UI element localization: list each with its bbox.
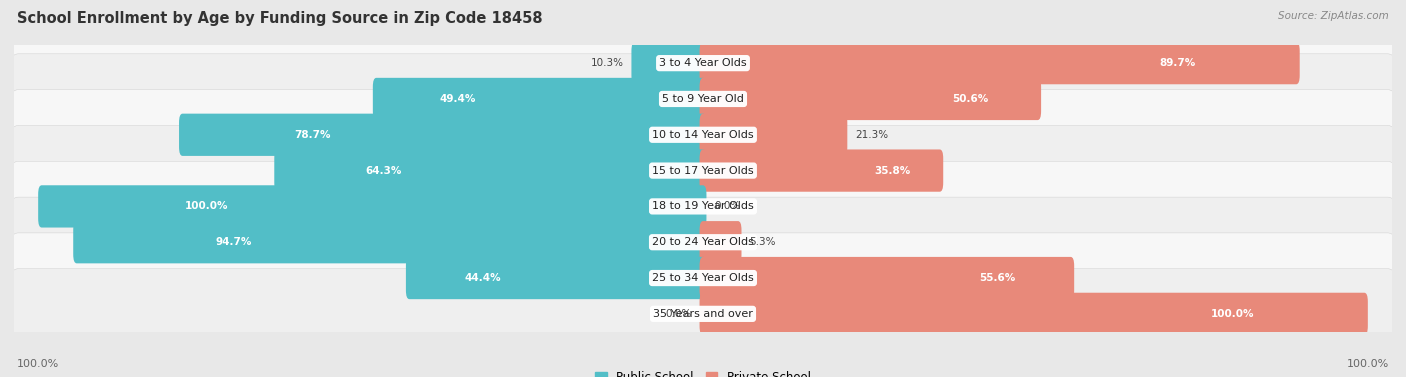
Text: 35 Years and over: 35 Years and over: [652, 309, 754, 319]
FancyBboxPatch shape: [700, 149, 943, 192]
Text: School Enrollment by Age by Funding Source in Zip Code 18458: School Enrollment by Age by Funding Sour…: [17, 11, 543, 26]
FancyBboxPatch shape: [406, 257, 706, 299]
Text: 20 to 24 Year Olds: 20 to 24 Year Olds: [652, 237, 754, 247]
Text: 49.4%: 49.4%: [440, 94, 477, 104]
Text: 15 to 17 Year Olds: 15 to 17 Year Olds: [652, 166, 754, 176]
Text: 21.3%: 21.3%: [855, 130, 889, 140]
Text: 10 to 14 Year Olds: 10 to 14 Year Olds: [652, 130, 754, 140]
Text: 100.0%: 100.0%: [186, 201, 229, 211]
FancyBboxPatch shape: [274, 149, 706, 192]
FancyBboxPatch shape: [7, 269, 1399, 359]
Text: 50.6%: 50.6%: [953, 94, 988, 104]
Text: 100.0%: 100.0%: [1211, 309, 1254, 319]
FancyBboxPatch shape: [7, 197, 1399, 287]
FancyBboxPatch shape: [373, 78, 706, 120]
FancyBboxPatch shape: [700, 257, 1074, 299]
Text: Source: ZipAtlas.com: Source: ZipAtlas.com: [1278, 11, 1389, 21]
FancyBboxPatch shape: [700, 78, 1040, 120]
FancyBboxPatch shape: [7, 18, 1399, 108]
FancyBboxPatch shape: [7, 161, 1399, 251]
Text: 3 to 4 Year Olds: 3 to 4 Year Olds: [659, 58, 747, 68]
FancyBboxPatch shape: [7, 54, 1399, 144]
Text: 100.0%: 100.0%: [17, 359, 59, 369]
FancyBboxPatch shape: [73, 221, 706, 264]
Text: 44.4%: 44.4%: [464, 273, 501, 283]
Text: 18 to 19 Year Olds: 18 to 19 Year Olds: [652, 201, 754, 211]
Text: 64.3%: 64.3%: [366, 166, 402, 176]
Text: 89.7%: 89.7%: [1160, 58, 1195, 68]
FancyBboxPatch shape: [7, 90, 1399, 180]
FancyBboxPatch shape: [7, 233, 1399, 323]
Text: 35.8%: 35.8%: [875, 166, 911, 176]
FancyBboxPatch shape: [700, 293, 1368, 335]
FancyBboxPatch shape: [631, 42, 706, 84]
FancyBboxPatch shape: [700, 113, 848, 156]
FancyBboxPatch shape: [700, 42, 1299, 84]
FancyBboxPatch shape: [38, 185, 706, 228]
Text: 25 to 34 Year Olds: 25 to 34 Year Olds: [652, 273, 754, 283]
Text: 78.7%: 78.7%: [294, 130, 330, 140]
Text: 5.3%: 5.3%: [749, 237, 776, 247]
Legend: Public School, Private School: Public School, Private School: [591, 366, 815, 377]
Text: 0.0%: 0.0%: [665, 309, 692, 319]
FancyBboxPatch shape: [700, 221, 741, 264]
Text: 5 to 9 Year Old: 5 to 9 Year Old: [662, 94, 744, 104]
Text: 55.6%: 55.6%: [979, 273, 1015, 283]
FancyBboxPatch shape: [179, 113, 706, 156]
Text: 10.3%: 10.3%: [591, 58, 624, 68]
Text: 94.7%: 94.7%: [215, 237, 252, 247]
Text: 100.0%: 100.0%: [1347, 359, 1389, 369]
FancyBboxPatch shape: [7, 126, 1399, 216]
Text: 0.0%: 0.0%: [714, 201, 741, 211]
